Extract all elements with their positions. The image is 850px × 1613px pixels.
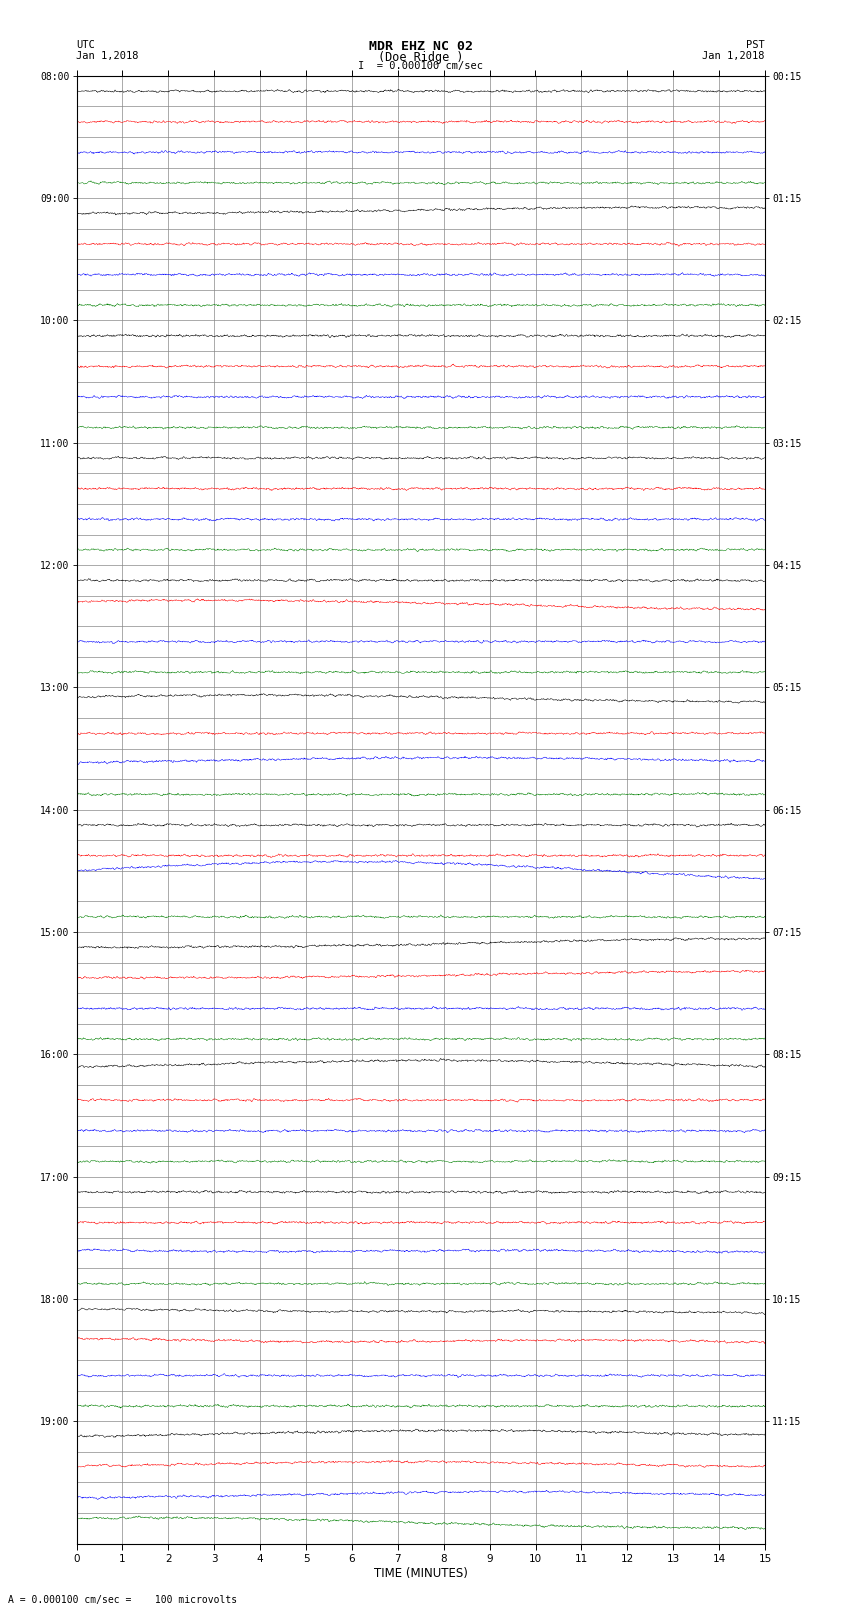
Text: PST: PST: [746, 39, 765, 50]
Text: UTC: UTC: [76, 39, 95, 50]
X-axis label: TIME (MINUTES): TIME (MINUTES): [374, 1566, 468, 1579]
Text: Jan 1,2018: Jan 1,2018: [702, 50, 765, 61]
Text: MDR EHZ NC 02: MDR EHZ NC 02: [369, 39, 473, 53]
Text: A = 0.000100 cm/sec =    100 microvolts: A = 0.000100 cm/sec = 100 microvolts: [8, 1595, 238, 1605]
Text: I  = 0.000100 cm/sec: I = 0.000100 cm/sec: [358, 61, 484, 71]
Text: Jan 1,2018: Jan 1,2018: [76, 50, 139, 61]
Text: (Doe Ridge ): (Doe Ridge ): [378, 50, 463, 65]
